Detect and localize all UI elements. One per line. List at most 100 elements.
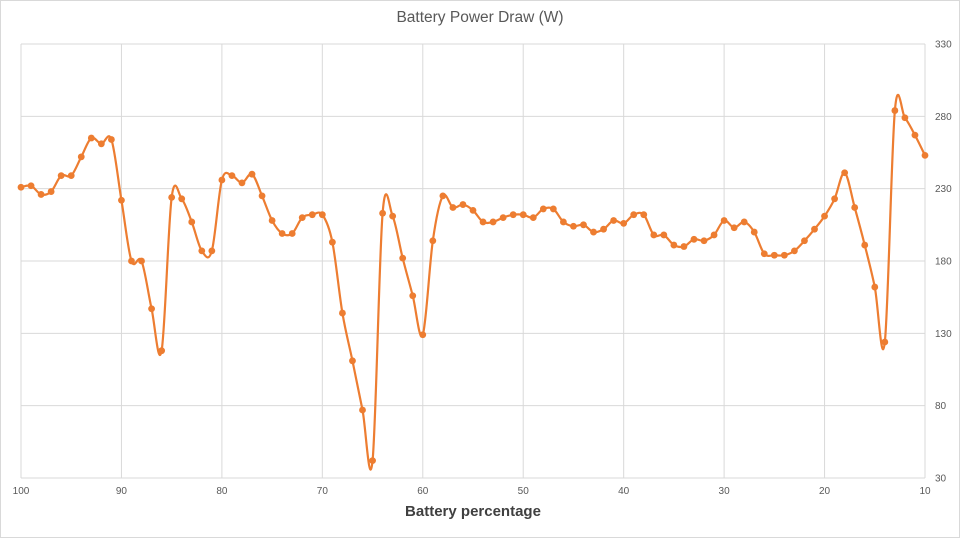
data-point	[138, 257, 145, 265]
x-tick-labels: 100 90 80 70 60 50 40 30 20 10	[13, 486, 931, 497]
data-point	[359, 406, 366, 414]
data-point	[610, 217, 618, 224]
x-tick-label: 80	[216, 486, 228, 497]
x-tick-label: 30	[719, 486, 731, 497]
data-point	[97, 140, 105, 148]
data-point	[349, 357, 356, 365]
data-point	[87, 134, 95, 142]
data-point	[690, 235, 698, 243]
data-point	[710, 231, 718, 239]
data-point	[469, 206, 477, 214]
data-point	[720, 217, 728, 224]
data-point	[640, 211, 648, 219]
data-point	[178, 195, 186, 203]
data-point	[288, 230, 296, 237]
data-point	[328, 238, 336, 246]
data-point	[921, 151, 929, 159]
data-point	[208, 247, 216, 255]
data-point	[821, 212, 828, 220]
data-point	[770, 251, 778, 259]
data-point	[318, 211, 326, 219]
data-point	[580, 221, 587, 229]
data-point	[650, 231, 658, 239]
data-point	[168, 193, 176, 201]
data-point	[369, 457, 376, 465]
data-point	[590, 228, 597, 236]
data-point	[600, 225, 607, 233]
data-point	[700, 237, 708, 245]
data-point	[268, 217, 276, 224]
series-line	[19, 93, 927, 471]
data-points	[17, 107, 929, 465]
y-tick-label: 280	[935, 112, 952, 123]
data-point	[429, 237, 437, 245]
chart-title: Battery Power Draw (W)	[396, 9, 564, 26]
data-point	[660, 231, 668, 239]
data-point	[399, 254, 407, 262]
data-point	[760, 250, 768, 258]
x-tick-label: 90	[116, 486, 128, 497]
data-point	[509, 211, 517, 219]
y-tick-label: 80	[935, 401, 947, 412]
data-point	[57, 172, 65, 180]
x-tick-label: 50	[518, 486, 530, 497]
data-point	[881, 338, 889, 346]
data-point	[570, 222, 577, 230]
data-point	[831, 195, 838, 203]
data-point	[911, 131, 919, 139]
data-point	[37, 191, 45, 198]
data-point	[128, 257, 135, 265]
data-point	[841, 169, 849, 177]
data-point	[901, 114, 909, 122]
data-point	[188, 218, 196, 226]
data-point	[409, 292, 417, 300]
data-point	[439, 192, 447, 200]
data-point	[811, 225, 818, 233]
data-point	[258, 192, 266, 200]
data-point	[278, 230, 286, 237]
data-point	[861, 241, 869, 249]
y-tick-label: 30	[935, 474, 947, 485]
data-point	[77, 153, 85, 161]
data-point	[871, 283, 879, 291]
data-point	[780, 251, 788, 259]
data-point	[519, 211, 527, 219]
data-point	[620, 219, 628, 227]
data-point	[750, 228, 758, 236]
x-tick-label: 60	[417, 486, 429, 497]
data-point	[379, 209, 386, 217]
data-point	[549, 205, 557, 213]
data-point	[791, 247, 798, 255]
data-point	[529, 214, 537, 222]
data-point	[630, 211, 638, 219]
x-tick-label: 10	[919, 486, 931, 497]
data-point	[560, 218, 567, 226]
y-tick-label: 330	[935, 40, 952, 51]
data-point	[680, 243, 688, 250]
data-point	[218, 176, 226, 184]
data-point	[198, 247, 206, 255]
data-point	[670, 241, 678, 249]
data-point	[539, 205, 547, 213]
data-point	[419, 331, 427, 339]
y-tick-label: 180	[935, 257, 952, 268]
data-point	[891, 107, 899, 114]
data-point	[389, 212, 397, 220]
data-point	[740, 218, 748, 226]
gridlines	[20, 43, 926, 479]
x-axis-title: Battery percentage	[405, 503, 541, 520]
x-tick-label: 20	[819, 486, 831, 497]
data-point	[851, 204, 859, 211]
data-point	[228, 172, 236, 180]
data-point	[17, 183, 25, 191]
data-point	[339, 309, 346, 317]
y-tick-label: 130	[935, 329, 952, 340]
data-point	[298, 214, 306, 222]
data-point	[308, 211, 316, 219]
data-point	[449, 204, 457, 211]
data-point	[67, 172, 75, 180]
data-point	[158, 347, 166, 355]
data-point	[47, 188, 55, 195]
x-tick-label: 70	[317, 486, 329, 497]
